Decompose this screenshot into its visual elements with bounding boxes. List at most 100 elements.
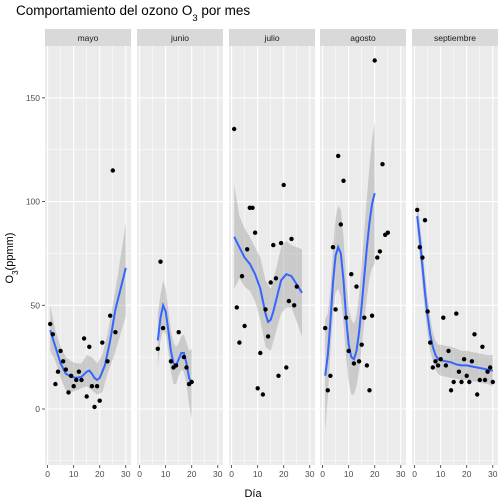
data-point <box>173 363 179 368</box>
data-point <box>71 384 76 389</box>
facet-panel-julio: julio 0 10 20 30 <box>229 29 315 479</box>
data-point <box>294 284 299 289</box>
y-tick-label: 150 <box>26 93 40 103</box>
data-point <box>176 330 181 335</box>
panel-plot-area <box>48 168 127 410</box>
data-point <box>372 58 377 63</box>
chart-title: Comportamiento del ozono O3 por mes <box>16 3 250 24</box>
y-axis-title-main: O <box>4 274 16 283</box>
data-point <box>79 377 84 383</box>
data-point <box>278 240 284 246</box>
facet-strip-label: mayo <box>78 33 99 43</box>
data-point <box>110 168 116 173</box>
data-point <box>469 359 475 364</box>
data-point <box>94 384 100 389</box>
data-point <box>265 334 271 339</box>
data-point <box>239 274 245 279</box>
facet-panel-mayo: mayo 0 10 20 30 <box>45 29 131 479</box>
data-point <box>53 381 58 387</box>
data-point <box>443 363 449 368</box>
data-point <box>435 363 441 368</box>
data-point <box>336 153 341 159</box>
facet-strip <box>320 29 406 46</box>
data-point <box>76 369 82 374</box>
facet-strip-label: agosto <box>350 33 376 43</box>
data-point <box>181 354 187 360</box>
panel-background <box>412 46 498 465</box>
y-tick-label: 0 <box>35 404 40 414</box>
x-tick-label: 0 <box>137 469 142 479</box>
data-point <box>113 330 118 335</box>
facet-panel-agosto: agosto 0 10 20 30 <box>320 29 406 479</box>
panel-plot-area <box>323 58 390 432</box>
panel-background <box>45 46 131 465</box>
data-point <box>459 379 464 385</box>
data-point <box>292 303 297 308</box>
data-point <box>330 245 336 250</box>
smooth-line <box>49 267 127 382</box>
facet-strip <box>45 29 131 46</box>
data-point <box>356 359 362 364</box>
x-tick-label: 30 <box>121 469 131 479</box>
data-point <box>375 255 380 260</box>
data-point <box>284 365 289 370</box>
data-point <box>367 388 372 393</box>
facet-strip-label: septiembre <box>434 33 476 43</box>
data-point <box>87 344 92 349</box>
x-tick-label: 10 <box>161 469 171 479</box>
data-point <box>158 259 163 264</box>
panel-plot-area <box>155 259 194 420</box>
panel-background <box>137 46 223 465</box>
data-point <box>100 340 105 345</box>
data-point <box>359 342 364 347</box>
data-point <box>108 313 113 318</box>
panel-plot-area <box>415 199 495 397</box>
data-point <box>97 398 102 403</box>
data-point <box>438 357 443 362</box>
data-point <box>428 340 433 345</box>
data-point <box>58 348 63 354</box>
x-tick-label: 0 <box>229 469 234 479</box>
panel-plot-area <box>232 126 303 397</box>
data-point <box>50 332 55 337</box>
data-point <box>433 359 438 364</box>
y-axis-title-suffix: (ppmm) <box>4 233 16 271</box>
data-point <box>467 379 472 385</box>
y-tick-label: 100 <box>26 197 40 207</box>
data-point <box>482 377 488 383</box>
data-point <box>55 369 61 374</box>
panel-background <box>320 46 406 465</box>
data-point <box>168 359 174 364</box>
data-point <box>252 230 258 235</box>
facet-panel-septiembre: septiembre 0 10 20 30 <box>412 29 498 479</box>
data-point <box>260 392 266 397</box>
x-tick-label: 20 <box>279 469 289 479</box>
data-point <box>475 392 480 397</box>
data-point <box>456 369 462 374</box>
data-point <box>237 340 242 345</box>
x-tick-label: 0 <box>45 469 50 479</box>
data-point <box>281 182 286 188</box>
data-point <box>242 323 247 329</box>
data-point <box>81 336 87 341</box>
data-point <box>454 311 459 316</box>
data-point <box>349 272 354 277</box>
data-point <box>364 363 370 368</box>
y-axis: 0 50 100 150 <box>26 93 45 414</box>
data-point <box>415 207 420 213</box>
facet-strip-label: junio <box>170 33 189 43</box>
data-point <box>189 379 194 385</box>
data-point <box>377 249 383 254</box>
y-axis-title-subscript: 3 <box>11 270 20 275</box>
data-point <box>346 348 351 354</box>
data-point <box>351 361 357 366</box>
data-point <box>286 298 292 304</box>
data-point <box>61 359 66 364</box>
data-point <box>63 367 68 372</box>
data-point <box>380 162 385 167</box>
chart-title-suffix: por mes <box>198 3 251 18</box>
x-tick-label: 30 <box>305 469 315 479</box>
data-point <box>273 276 279 281</box>
x-tick-label: 10 <box>436 469 446 479</box>
data-point <box>420 255 425 260</box>
